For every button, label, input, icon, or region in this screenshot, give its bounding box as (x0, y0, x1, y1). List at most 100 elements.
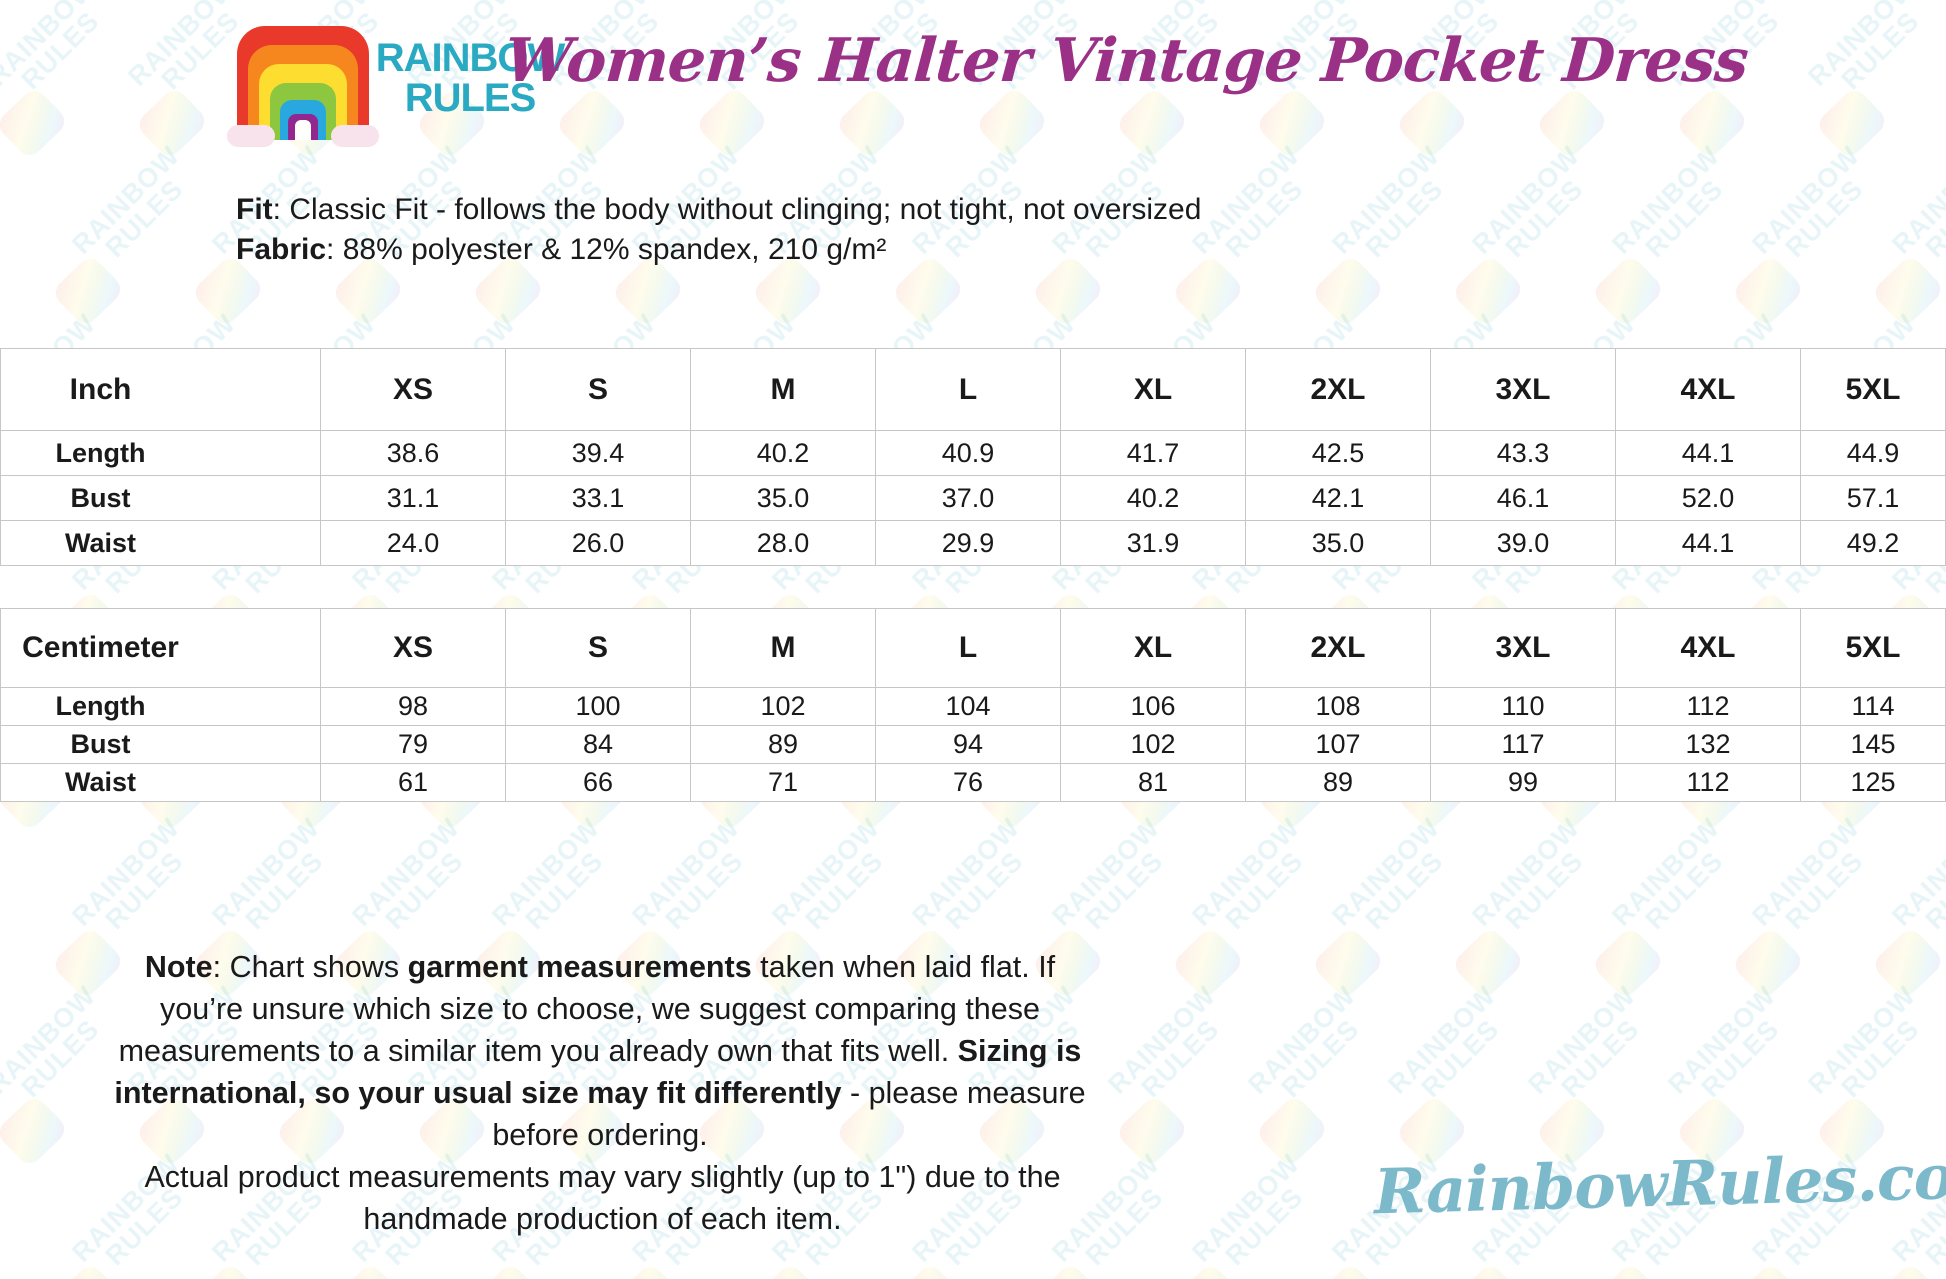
size-column-header: XL (1060, 608, 1246, 688)
watermark-rainbow-icon (610, 1261, 686, 1279)
watermark-text: RAINBOW RULES (0, 0, 105, 95)
watermark-text: RAINBOW RULES (486, 812, 609, 935)
watermark-text: RAINBOW RULES (1186, 1148, 1309, 1271)
watermark-text: RAINBOW RULES (1886, 812, 1946, 935)
watermark-text: RAINBOW RULES (1606, 140, 1729, 263)
measurement-value: 112 (1615, 763, 1801, 802)
watermark-rainbow-icon (1310, 1261, 1386, 1279)
watermark-rainbow-icon (750, 1261, 826, 1279)
text-segment: : Chart shows (212, 950, 408, 984)
website-signature: RainbowRules.com (1373, 1138, 1946, 1229)
watermark-text: RAINBOW RULES (1746, 140, 1869, 263)
measurement-value: 29.9 (875, 520, 1061, 566)
measurement-value: 112 (1615, 687, 1801, 726)
brand-header: RAINBOW RULES (227, 26, 567, 151)
watermark-rainbow-icon (0, 85, 70, 161)
measurement-value: 99 (1430, 763, 1616, 802)
watermark-rainbow-icon (1870, 253, 1946, 329)
measurement-label: Bust (0, 725, 321, 764)
measurement-value: 43.3 (1430, 430, 1616, 476)
size-column-header: XL (1060, 348, 1246, 431)
watermark-rainbow-icon (1870, 925, 1946, 1001)
watermark-rainbow-icon (330, 1261, 406, 1279)
measurement-value: 35.0 (690, 475, 876, 521)
measurement-row: Length 98 100 102 104 106 108 110 112 114 (0, 687, 1946, 726)
measurement-value: 41.7 (1060, 430, 1246, 476)
centimeter-size-table: Centimeter XS S M L XL 2XL 3XL 4XL 5XL Length 98 100… (0, 608, 1946, 802)
measurement-value: 40.2 (690, 430, 876, 476)
measurement-row: Bust 79 84 89 94 102 107 117 132 145 (0, 725, 1946, 764)
measurement-value: 39.0 (1430, 520, 1616, 566)
bold-text-segment: Fabric (236, 233, 327, 266)
measurement-value: 37.0 (875, 475, 1061, 521)
cloud-icon (331, 125, 379, 147)
size-column-header: XS (320, 608, 506, 688)
measurement-value: 100 (505, 687, 691, 726)
inch-size-table: Inch XS S M L XL 2XL 3XL 4XL 5XL Length 38.6 39.4 40.… (0, 348, 1946, 566)
measurement-value: 125 (1800, 763, 1946, 802)
measurement-value: 26.0 (505, 520, 691, 566)
watermark-rainbow-icon (1114, 85, 1190, 161)
watermark-text: RAINBOW RULES (1466, 140, 1589, 263)
watermark-text: RAINBOW RULES (906, 812, 1029, 935)
size-header-row: Inch XS S M L XL 2XL 3XL 4XL 5XL (0, 348, 1946, 431)
watermark-rainbow-icon (1254, 85, 1330, 161)
measurement-value: 84 (505, 725, 691, 764)
watermark-text: RAINBOW RULES (66, 140, 189, 263)
product-description: Fit: Classic Fit - follows the body with… (236, 190, 1201, 270)
size-column-header: XS (320, 348, 506, 431)
measurement-value: 102 (690, 687, 876, 726)
watermark-rainbow-icon (1394, 85, 1470, 161)
watermark-text: RAINBOW RULES (1522, 980, 1645, 1103)
watermark-text: RAINBOW RULES (66, 812, 189, 935)
measurement-value: 44.9 (1800, 430, 1946, 476)
text-segment: taken when laid flat. If you’re unsure w… (118, 950, 1056, 1068)
measurement-value: 117 (1430, 725, 1616, 764)
measurement-value: 57.1 (1800, 475, 1946, 521)
watermark-rainbow-icon (1870, 1261, 1946, 1279)
brand-name-line2: RULES (404, 76, 537, 120)
watermark-rainbow-icon (1310, 253, 1386, 329)
watermark-rainbow-icon (1590, 253, 1666, 329)
measurement-value: 39.4 (505, 430, 691, 476)
arch-opening (295, 120, 311, 140)
cloud-icon (227, 125, 275, 147)
watermark-text: RAINBOW RULES (0, 980, 105, 1103)
variation-note: Actual product measurements may vary sli… (144, 1160, 1061, 1236)
measurement-value: 46.1 (1430, 475, 1616, 521)
measurement-value: 38.6 (320, 430, 506, 476)
watermark-rainbow-icon (50, 1261, 126, 1279)
watermark-text: RAINBOW RULES (766, 812, 889, 935)
bold-text-segment: garment measurements (407, 950, 752, 984)
measurement-value: 98 (320, 687, 506, 726)
size-column-header: 5XL (1800, 348, 1946, 431)
sizing-note: Note: Chart shows garment measurements t… (110, 946, 1090, 1156)
size-header-row: Centimeter XS S M L XL 2XL 3XL 4XL 5XL (0, 608, 1946, 688)
measurement-value: 31.9 (1060, 520, 1246, 566)
size-column-header: S (505, 348, 691, 431)
measurement-value: 107 (1245, 725, 1431, 764)
measurement-value: 89 (1245, 763, 1431, 802)
watermark-rainbow-icon (1730, 1261, 1806, 1279)
measurement-row: Waist 61 66 71 76 81 89 99 112 125 (0, 763, 1946, 802)
watermark-rainbow-icon (890, 1261, 966, 1279)
measurement-value: 89 (690, 725, 876, 764)
measurement-row: Bust 31.1 33.1 35.0 37.0 40.2 42.1 46.1 52.0 57.1 (0, 475, 1946, 521)
brand-name-line1: RAINBOW (375, 36, 566, 80)
measurement-label: Waist (0, 763, 321, 802)
watermark-text: RAINBOW RULES (1186, 812, 1309, 935)
measurement-value: 102 (1060, 725, 1246, 764)
measurement-label: Length (0, 430, 321, 476)
size-column-header: L (875, 348, 1061, 431)
watermark-text: RAINBOW RULES (626, 812, 749, 935)
watermark-text: RAINBOW RULES (1046, 812, 1169, 935)
text-segment: : Classic Fit - follows the body without… (272, 193, 1202, 226)
watermark-text: RAINBOW RULES (1382, 980, 1505, 1103)
watermark-text: RAINBOW RULES (1326, 812, 1449, 935)
measurement-value: 110 (1430, 687, 1616, 726)
watermark-text: RAINBOW RULES (1802, 980, 1925, 1103)
measurement-value: 42.1 (1245, 475, 1431, 521)
centimeter-table-section: Centimeter XS S M L XL 2XL 3XL 4XL 5XL Length 98 100… (0, 608, 1946, 802)
measurement-value: 24.0 (320, 520, 506, 566)
